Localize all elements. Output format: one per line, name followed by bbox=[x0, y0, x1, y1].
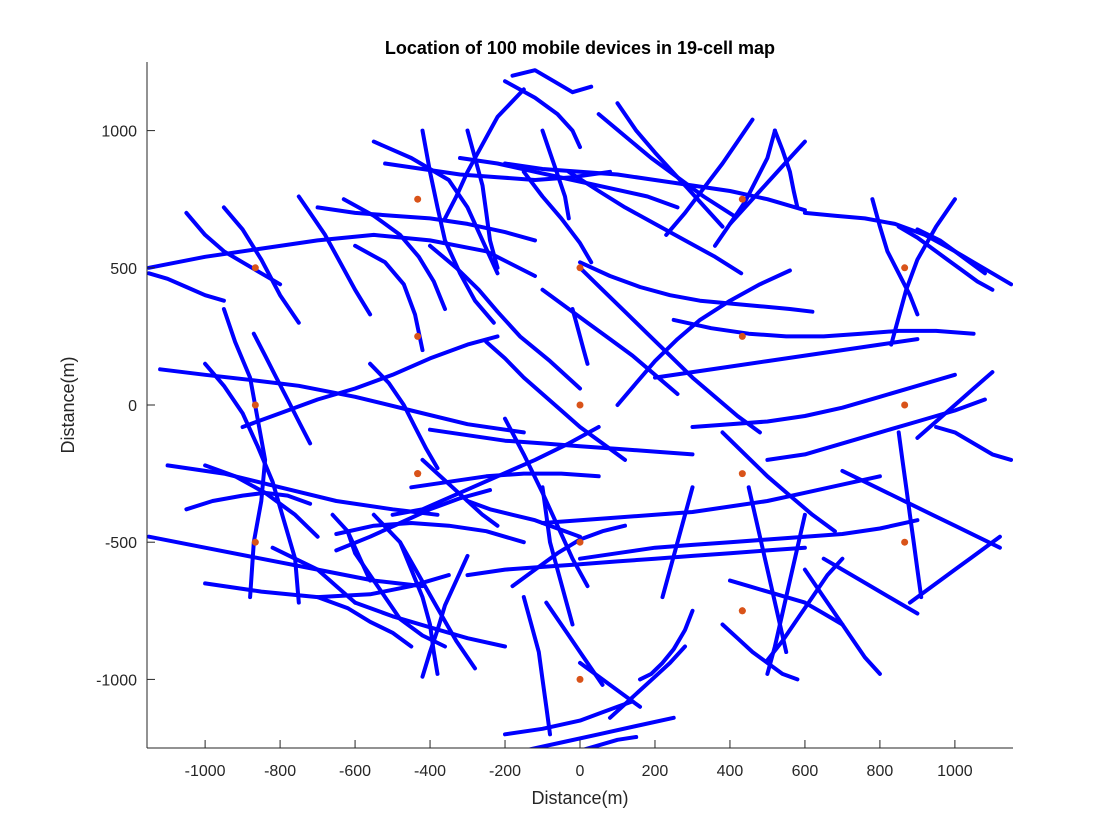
y-tick-label: 500 bbox=[110, 261, 137, 278]
base-station-point bbox=[414, 470, 421, 477]
device-trajectory bbox=[149, 273, 224, 300]
device-trajectory bbox=[524, 172, 591, 262]
base-station-point bbox=[739, 470, 746, 477]
base-station-point bbox=[901, 539, 908, 546]
device-trajectory bbox=[224, 207, 299, 322]
device-trajectory bbox=[663, 487, 693, 597]
device-trajectory bbox=[254, 334, 310, 444]
base-station-point bbox=[577, 402, 584, 409]
device-trajectory bbox=[355, 246, 422, 350]
device-trajectory bbox=[430, 246, 580, 389]
base-station-point bbox=[577, 676, 584, 683]
device-trajectory bbox=[543, 737, 637, 762]
x-tick-label: 0 bbox=[576, 763, 585, 780]
device-trajectory bbox=[543, 476, 880, 523]
chart-title: Location of 100 mobile devices in 19-cel… bbox=[385, 38, 775, 58]
device-trajectory bbox=[655, 339, 917, 378]
x-tick-label: -600 bbox=[339, 763, 371, 780]
device-trajectory bbox=[872, 199, 917, 314]
x-tick-label: 1000 bbox=[937, 763, 973, 780]
x-tick-label: -400 bbox=[414, 763, 446, 780]
device-trajectory bbox=[824, 559, 918, 614]
device-trajectory bbox=[186, 493, 310, 510]
device-trajectory bbox=[693, 375, 955, 427]
x-tick-label: 800 bbox=[867, 763, 894, 780]
y-tick-label: -500 bbox=[105, 535, 137, 552]
base-station-point bbox=[577, 264, 584, 271]
device-trajectory bbox=[910, 537, 1000, 603]
device-trajectory bbox=[160, 369, 524, 432]
x-axis-label: Distance(m) bbox=[531, 788, 628, 808]
base-station-point bbox=[901, 264, 908, 271]
device-trajectory bbox=[168, 465, 438, 514]
device-trajectory bbox=[580, 268, 760, 433]
base-station-point bbox=[577, 539, 584, 546]
device-trajectory bbox=[891, 199, 955, 344]
base-station-point bbox=[901, 402, 908, 409]
trajectory-group bbox=[149, 70, 1011, 762]
y-tick-label: 0 bbox=[128, 398, 137, 415]
x-tick-label: -800 bbox=[264, 763, 296, 780]
device-trajectory bbox=[580, 663, 640, 707]
x-tick-label: 200 bbox=[642, 763, 669, 780]
device-trajectory bbox=[400, 542, 437, 674]
x-tick-label: -200 bbox=[489, 763, 521, 780]
device-trajectory bbox=[842, 471, 1000, 548]
base-station-point bbox=[739, 333, 746, 340]
base-station-point bbox=[414, 333, 421, 340]
device-trajectory bbox=[430, 430, 693, 455]
x-tick-label: 400 bbox=[717, 763, 744, 780]
device-trajectory bbox=[674, 320, 974, 337]
base-station-point bbox=[252, 264, 259, 271]
base-station-point bbox=[739, 196, 746, 203]
device-trajectory bbox=[917, 229, 1011, 284]
base-station-point bbox=[252, 402, 259, 409]
x-tick-label: 600 bbox=[792, 763, 819, 780]
device-trajectory bbox=[899, 432, 922, 597]
y-tick-label: -1000 bbox=[96, 672, 137, 689]
device-trajectory bbox=[936, 427, 1011, 460]
base-station-point bbox=[414, 196, 421, 203]
device-trajectory bbox=[460, 158, 678, 207]
device-trajectory bbox=[524, 597, 550, 734]
base-station-point bbox=[252, 539, 259, 546]
y-tick-label: 1000 bbox=[101, 124, 137, 141]
device-trajectory bbox=[723, 432, 835, 531]
device-trajectory bbox=[618, 103, 723, 226]
plot-area bbox=[149, 70, 1011, 762]
y-axis-label: Distance(m) bbox=[58, 356, 78, 453]
device-trajectory bbox=[899, 227, 993, 290]
base-station-point bbox=[739, 607, 746, 614]
x-tick-label: -1000 bbox=[185, 763, 226, 780]
device-trajectory bbox=[149, 537, 423, 586]
